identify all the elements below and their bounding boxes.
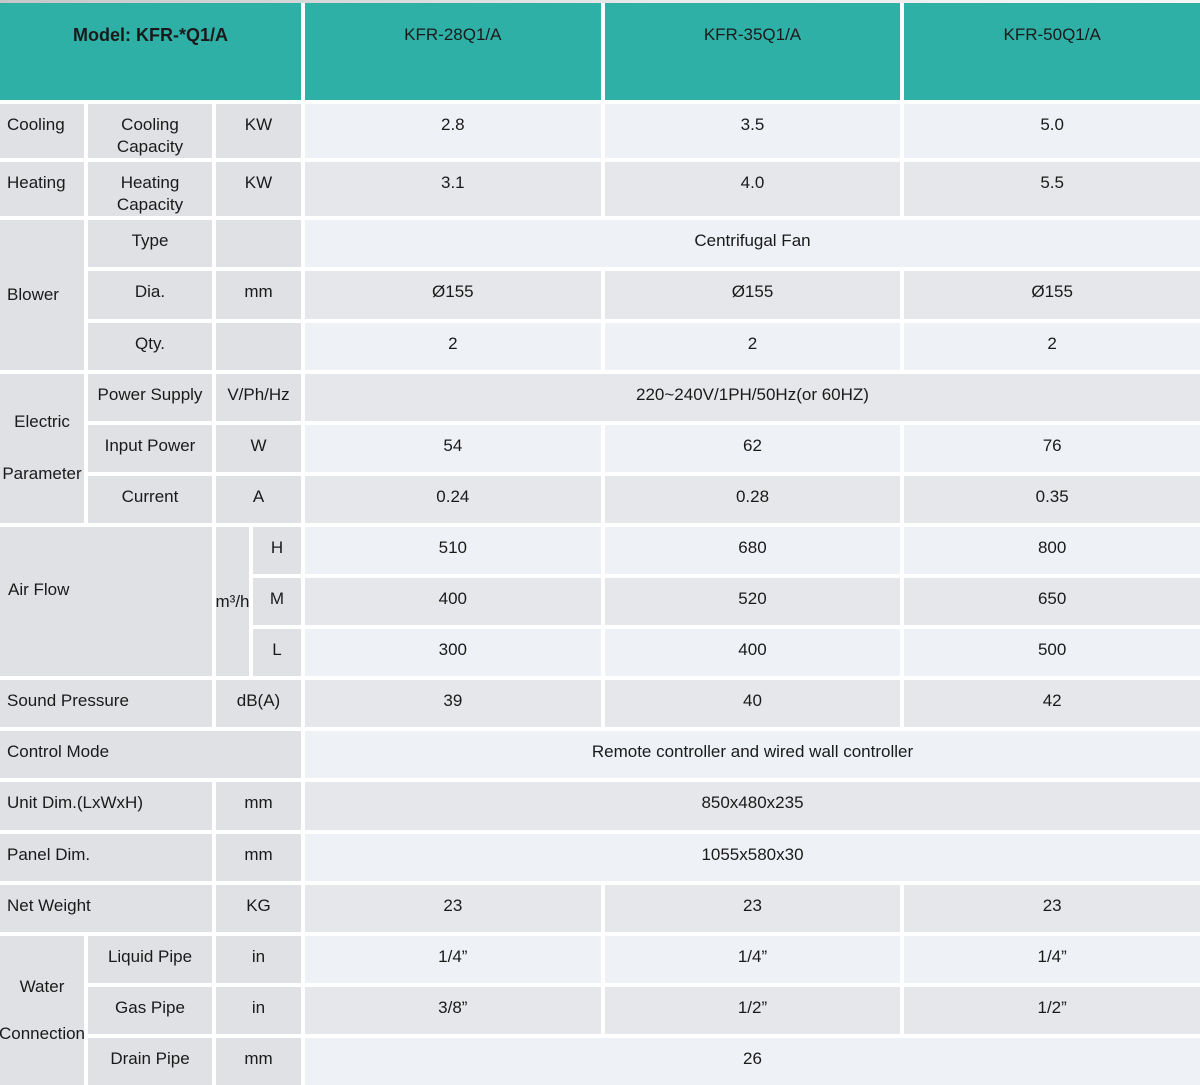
value-airflow-h-kfr28: 510 <box>305 526 601 575</box>
value-sound-kfr28: 39 <box>305 680 601 728</box>
value-airflow-m-kfr28: 400 <box>305 578 601 626</box>
value-cooling-kfr35: 3.5 <box>604 104 901 159</box>
group-label-blower: Blower <box>0 220 84 370</box>
value-heating-kfr50: 5.5 <box>904 162 1200 217</box>
value-input-power-kfr50: 76 <box>904 424 1200 472</box>
value-input-power-kfr35: 62 <box>604 424 901 472</box>
row-label-gas-pipe: Gas Pipe <box>88 986 212 1034</box>
value-heating-kfr28: 3.1 <box>305 162 601 217</box>
row-label-air-flow-low: L <box>253 629 301 677</box>
value-net-weight-kfr28: 23 <box>305 884 601 932</box>
value-qty-kfr28: 2 <box>305 322 601 370</box>
top-edge-strip <box>0 0 1200 3</box>
row-label-liquid-pipe: Liquid Pipe <box>88 935 212 983</box>
row-label-air-flow-medium: M <box>253 578 301 626</box>
value-airflow-m-kfr50: 650 <box>904 578 1200 626</box>
value-unit-dim-span: 850x480x235 <box>305 782 1200 830</box>
value-dia-kfr28: Ø155 <box>305 271 601 319</box>
row-label-blower-qty: Qty. <box>88 322 212 370</box>
value-current-kfr35: 0.28 <box>604 475 901 523</box>
value-qty-kfr35: 2 <box>604 322 901 370</box>
row-label-air-flow-high: H <box>253 526 301 575</box>
value-liquid-kfr35: 1/4” <box>604 935 901 983</box>
row-label-sound-pressure: Sound Pressure <box>0 680 212 728</box>
value-net-weight-kfr50: 23 <box>904 884 1200 932</box>
row-label-blower-type: Type <box>88 220 212 268</box>
value-dia-kfr50: Ø155 <box>904 271 1200 319</box>
unit-cell-power-supply: V/Ph/Hz <box>216 373 301 421</box>
value-airflow-h-kfr35: 680 <box>604 526 901 575</box>
value-cooling-kfr50: 5.0 <box>904 104 1200 159</box>
unit-cell-gas-in: in <box>216 986 301 1034</box>
row-label-input-power: Input Power <box>88 424 212 472</box>
row-label-drain-pipe: Drain Pipe <box>88 1037 212 1085</box>
row-label-blower-dia: Dia. <box>88 271 212 319</box>
row-label-panel-dim: Panel Dim. <box>0 833 212 881</box>
value-net-weight-kfr35: 23 <box>604 884 901 932</box>
row-label-unit-dim: Unit Dim.(LxWxH) <box>0 782 212 830</box>
group-label-air-flow: Air Flow <box>0 526 212 677</box>
column-header-kfr28: KFR-28Q1/A <box>305 3 601 100</box>
unit-cell-sound-dba: dB(A) <box>216 680 301 728</box>
value-airflow-m-kfr35: 520 <box>604 578 901 626</box>
column-header-kfr50: KFR-50Q1/A <box>904 3 1200 100</box>
unit-cell-air-flow-m3h: m³/h <box>216 526 250 677</box>
value-cooling-kfr28: 2.8 <box>305 104 601 159</box>
row-label-power-supply: Power Supply <box>88 373 212 421</box>
value-airflow-l-kfr35: 400 <box>604 629 901 677</box>
value-heating-kfr35: 4.0 <box>604 162 901 217</box>
model-header-cell: Model: KFR-*Q1/A <box>0 3 301 100</box>
unit-cell-blower-qty-empty <box>216 322 301 370</box>
value-airflow-l-kfr28: 300 <box>305 629 601 677</box>
value-current-kfr28: 0.24 <box>305 475 601 523</box>
value-airflow-l-kfr50: 500 <box>904 629 1200 677</box>
value-gas-kfr35: 1/2” <box>604 986 901 1034</box>
value-dia-kfr35: Ø155 <box>604 271 901 319</box>
unit-cell-unit-dim-mm: mm <box>216 782 301 830</box>
value-gas-kfr50: 1/2” <box>904 986 1200 1034</box>
unit-cell-panel-dim-mm: mm <box>216 833 301 881</box>
group-label-water-connection: Water Connection <box>0 935 85 1085</box>
spec-table: Model: KFR-*Q1/A KFR-28Q1/A KFR-35Q1/A K… <box>0 3 1200 1085</box>
row-label-net-weight: Net Weight <box>0 884 212 932</box>
row-label-heating-capacity: Heating Capacity <box>88 162 212 217</box>
unit-cell-drain-mm: mm <box>216 1037 301 1085</box>
value-power-supply-span: 220~240V/1PH/50Hz(or 60HZ) <box>305 373 1200 421</box>
unit-cell-liquid-in: in <box>216 935 301 983</box>
value-liquid-kfr28: 1/4” <box>305 935 601 983</box>
value-control-mode-span: Remote controller and wired wall control… <box>305 731 1200 779</box>
group-label-electric-parameter: Electric Parameter <box>0 373 84 523</box>
row-label-cooling-capacity: Cooling Capacity <box>88 104 212 159</box>
group-label-heating: Heating <box>0 162 84 217</box>
value-drain-span: 26 <box>305 1037 1200 1085</box>
unit-cell-cooling-kw: KW <box>216 104 301 159</box>
unit-cell-current-a: A <box>216 475 301 523</box>
row-label-current: Current <box>88 475 212 523</box>
unit-cell-net-weight-kg: KG <box>216 884 301 932</box>
value-liquid-kfr50: 1/4” <box>904 935 1200 983</box>
value-blower-type-span: Centrifugal Fan <box>305 220 1200 268</box>
unit-cell-input-power-w: W <box>216 424 301 472</box>
unit-cell-heating-kw: KW <box>216 162 301 217</box>
value-gas-kfr28: 3/8” <box>305 986 601 1034</box>
value-current-kfr50: 0.35 <box>904 475 1200 523</box>
value-input-power-kfr28: 54 <box>305 424 601 472</box>
value-airflow-h-kfr50: 800 <box>904 526 1200 575</box>
unit-cell-blower-type-empty <box>216 220 301 268</box>
value-qty-kfr50: 2 <box>904 322 1200 370</box>
group-label-cooling: Cooling <box>0 104 84 159</box>
value-panel-dim-span: 1055x580x30 <box>305 833 1200 881</box>
column-header-kfr35: KFR-35Q1/A <box>604 3 901 100</box>
value-sound-kfr35: 40 <box>604 680 901 728</box>
unit-cell-blower-dia-mm: mm <box>216 271 301 319</box>
value-sound-kfr50: 42 <box>904 680 1200 728</box>
row-label-control-mode: Control Mode <box>0 731 301 779</box>
